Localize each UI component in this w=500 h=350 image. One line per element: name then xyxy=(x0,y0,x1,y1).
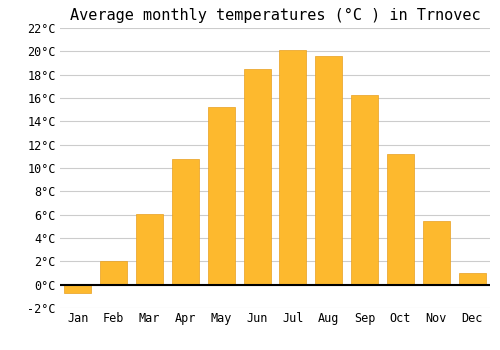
Bar xyxy=(244,69,270,285)
Bar xyxy=(423,220,450,285)
Bar xyxy=(64,285,92,293)
Bar xyxy=(458,273,485,285)
Bar xyxy=(208,107,234,285)
Bar xyxy=(351,94,378,285)
Bar xyxy=(136,214,163,285)
Bar xyxy=(100,261,127,285)
Bar xyxy=(172,159,199,285)
Bar xyxy=(387,154,414,285)
Bar xyxy=(316,56,342,285)
Bar xyxy=(280,50,306,285)
Title: Average monthly temperatures (°C ) in Trnovec: Average monthly temperatures (°C ) in Tr… xyxy=(70,8,480,23)
